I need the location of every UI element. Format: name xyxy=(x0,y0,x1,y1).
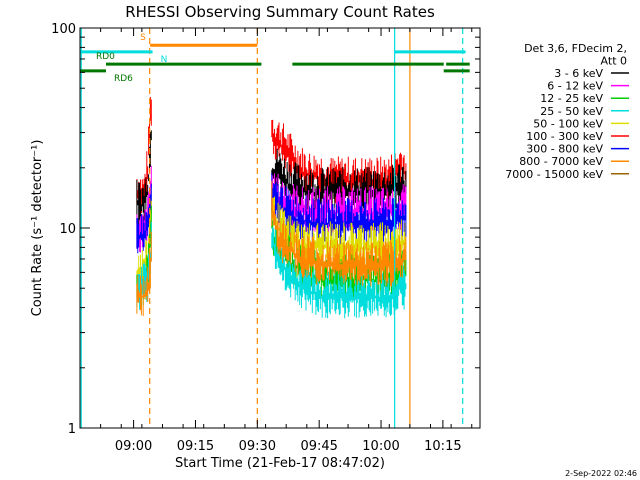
legend-label: 300 - 800 keV xyxy=(526,143,603,156)
flag-label-rd6: RD6 xyxy=(114,74,133,84)
flag-bars-layer: S N RD0 RD6 xyxy=(80,33,470,84)
y-tick-label: 100 xyxy=(51,22,76,37)
timestamp: 2-Sep-2022 02:46 xyxy=(565,469,637,478)
legend-entry-100-300-kev: 100 - 300 keV xyxy=(526,130,629,143)
legend-label: 25 - 50 keV xyxy=(540,105,603,118)
x-tick-label: 09:45 xyxy=(300,439,337,454)
x-tick-label: 09:30 xyxy=(239,439,276,454)
series-trace-800-7000-kev-segment-1 xyxy=(136,231,152,316)
legend-entry-300-800-kev: 300 - 800 keV xyxy=(526,143,629,156)
flag-bar-rd0: RD0 xyxy=(96,52,470,66)
legend-label: 50 - 100 keV xyxy=(533,117,603,130)
flag-label-n: N xyxy=(161,55,168,65)
y-tick-label: 10 xyxy=(59,222,76,237)
flag-bar-n: N xyxy=(80,50,466,65)
legend-label: 3 - 6 keV xyxy=(554,67,603,80)
legend-label: 7000 - 15000 keV xyxy=(505,168,603,181)
y-axis: 1 10 100 xyxy=(51,22,480,437)
legend-label: 100 - 300 keV xyxy=(526,130,603,143)
legend-entry-12-25-kev: 12 - 25 keV xyxy=(540,92,629,105)
legend-label: 6 - 12 keV xyxy=(547,80,603,93)
x-tick-label: 09:15 xyxy=(177,439,214,454)
legend-entry-50-100-kev: 50 - 100 keV xyxy=(533,117,629,130)
x-axis-label: Start Time (21-Feb-17 08:47:02) xyxy=(175,456,385,471)
legend-label: 800 - 7000 keV xyxy=(519,155,603,168)
series-trace-800-7000-kev-segment-2 xyxy=(271,180,407,287)
legend-entry-3-6-kev: 3 - 6 keV xyxy=(554,67,629,80)
flag-bar-rd6: RD6 xyxy=(80,69,470,84)
x-tick-label: 10:15 xyxy=(424,439,461,454)
legend-header: Det 3,6, FDecim 2, xyxy=(524,42,627,55)
flag-label-rd0: RD0 xyxy=(96,52,115,62)
legend-label: 12 - 25 keV xyxy=(540,92,603,105)
y-tick-label: 1 xyxy=(68,422,76,437)
x-axis: 09:00 09:15 09:30 09:45 10:00 10:15 xyxy=(100,28,473,454)
x-tick-label: 10:00 xyxy=(362,439,399,454)
series-layer xyxy=(136,96,407,319)
x-tick-label: 09:00 xyxy=(115,439,152,454)
legend-header: Att 0 xyxy=(601,55,627,68)
flag-label-s: S xyxy=(140,33,146,43)
chart-title: RHESSI Observing Summary Count Rates xyxy=(125,3,435,21)
legend-entry-7000-15000-kev: 7000 - 15000 keV xyxy=(505,168,629,181)
y-axis-label: Count Rate (s⁻¹ detector⁻¹) xyxy=(30,140,45,317)
flag-bar-s: S xyxy=(140,33,258,47)
legend-entry-800-7000-kev: 800 - 7000 keV xyxy=(519,155,629,168)
legend-entry-25-50-kev: 25 - 50 keV xyxy=(540,105,629,118)
series-800-7000-kev xyxy=(136,180,407,316)
series-trace-25-50-kev-segment-2 xyxy=(271,226,407,319)
series-trace-3-6-kev-segment-1 xyxy=(136,130,152,227)
legend-entry-6-12-kev: 6 - 12 keV xyxy=(547,80,629,93)
series-trace-300-800-kev-segment-1 xyxy=(136,183,152,254)
